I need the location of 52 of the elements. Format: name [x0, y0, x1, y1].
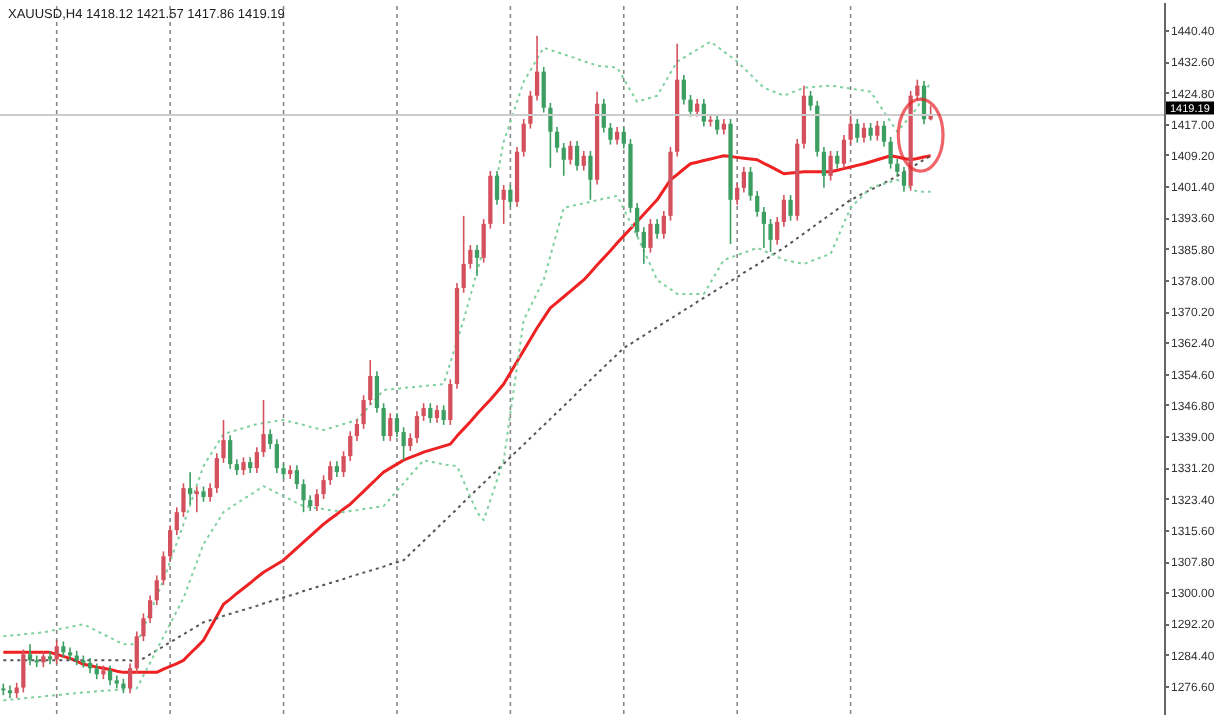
candlestick [888, 136, 893, 170]
candlestick [875, 120, 880, 142]
candlestick [414, 410, 420, 444]
candlestick [655, 218, 660, 240]
candlestick [855, 118, 860, 144]
candlestick [428, 402, 433, 424]
candlestick [274, 438, 279, 474]
candlestick [107, 664, 113, 686]
candlestick [788, 194, 793, 222]
candlestick [561, 142, 566, 177]
candlestick [127, 662, 133, 694]
candlestick [461, 215, 466, 294]
candlestick [328, 460, 333, 486]
candlestick [494, 170, 500, 206]
candlestick [27, 643, 33, 666]
candlestick [881, 120, 887, 148]
candlestick [194, 485, 199, 513]
candlestick [208, 482, 213, 503]
candlestick [228, 434, 233, 470]
candlestick [288, 464, 293, 480]
candlestick [394, 412, 400, 438]
candlestick [388, 412, 393, 442]
candlestick [7, 684, 13, 699]
candlestick [781, 194, 787, 228]
candlestick [588, 150, 593, 201]
candlestick [314, 488, 320, 512]
candlestick [468, 244, 473, 270]
candlestick [568, 140, 573, 166]
candlestick [574, 140, 580, 172]
candlestick [501, 184, 506, 225]
candlestick [481, 218, 486, 264]
candlestick [441, 404, 446, 426]
candlestick [828, 150, 833, 182]
candlestick [861, 122, 867, 144]
candlestick [648, 218, 653, 254]
candlestick [474, 244, 480, 277]
candlestick [641, 226, 646, 265]
candlestick [448, 378, 453, 426]
candlestick [735, 182, 740, 206]
candlestick [761, 206, 767, 249]
candlestick [54, 639, 59, 666]
candlestick [775, 216, 780, 246]
candlestick [21, 648, 26, 694]
candlestick [581, 150, 586, 172]
candlestick [188, 471, 193, 505]
candlestick [508, 184, 513, 208]
candlestick [681, 74, 686, 106]
candlestick [821, 146, 827, 189]
candlestick [715, 114, 720, 136]
candlestick [741, 166, 746, 194]
candlestick [901, 166, 907, 193]
candlestick [268, 428, 273, 450]
